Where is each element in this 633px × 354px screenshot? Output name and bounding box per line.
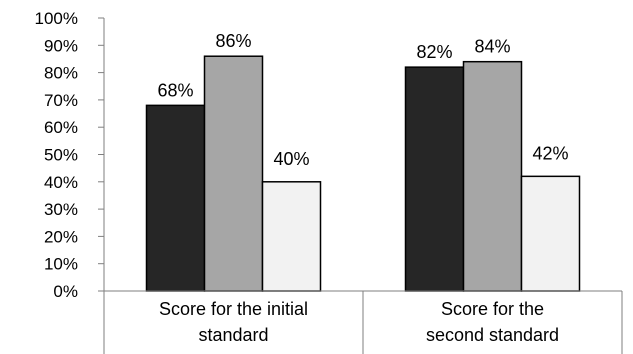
data-label: 84% — [474, 37, 510, 57]
y-tick-label: 40% — [44, 173, 78, 192]
category-label-line: Score for the — [441, 299, 544, 319]
data-labels: 68% 86% 40% 82% 84% 42% — [157, 31, 568, 169]
y-tick-label: 50% — [44, 146, 78, 165]
y-tick-label: 10% — [44, 255, 78, 274]
y-tick-label: 60% — [44, 118, 78, 137]
y-tick-label: 100% — [35, 9, 78, 28]
category-label: Score for the initial standard — [159, 299, 308, 345]
data-label: 68% — [157, 80, 193, 100]
data-label: 40% — [273, 149, 309, 169]
category-label-line: standard — [198, 325, 268, 345]
bars — [145, 55, 581, 292]
bar — [520, 175, 581, 292]
y-tick-label: 30% — [44, 200, 78, 219]
data-label: 82% — [416, 42, 452, 62]
y-tick-label: 90% — [44, 36, 78, 55]
y-axis-ticks: 0% 10% 20% 30% 40% 50% 60% 70% 80% 90% 100% — [35, 9, 104, 301]
y-tick-label: 70% — [44, 91, 78, 110]
bar — [203, 55, 264, 292]
bar — [462, 60, 523, 292]
category-label-line: second standard — [426, 325, 559, 345]
bar — [404, 66, 465, 292]
data-label: 42% — [532, 143, 568, 163]
y-tick-label: 20% — [44, 227, 78, 246]
bar — [145, 104, 206, 292]
category-label-line: Score for the initial — [159, 299, 308, 319]
bar — [261, 181, 322, 292]
category-label: Score for the second standard — [426, 299, 559, 345]
y-tick-label: 80% — [44, 64, 78, 83]
y-tick-label: 0% — [53, 282, 78, 301]
axes — [103, 18, 623, 354]
data-label: 86% — [215, 31, 251, 51]
